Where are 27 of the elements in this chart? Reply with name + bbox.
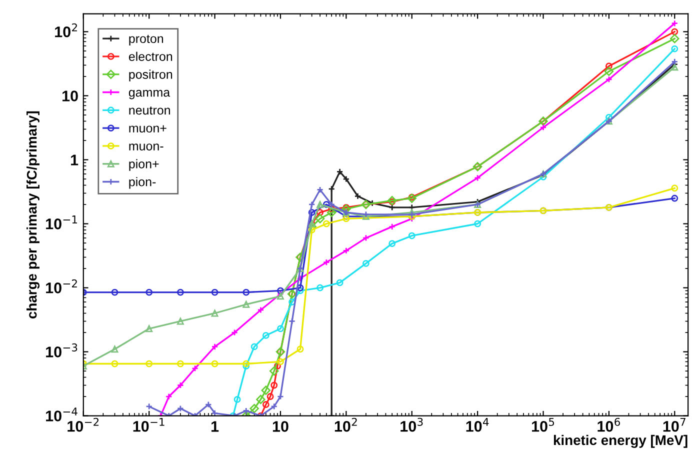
y-tick-label: 10 xyxy=(62,90,78,102)
x-tick-label: 10$^{7}$ xyxy=(663,418,686,432)
x-tick-label: 10 xyxy=(272,421,288,432)
y-tick-label: 10$^{−1}$ xyxy=(46,216,77,230)
legend-label: proton xyxy=(129,34,164,46)
legend-label: electron xyxy=(128,52,172,61)
x-tick-label: 10$^{2}$ xyxy=(334,418,357,432)
x-tick-label: 10$^{6}$ xyxy=(598,418,620,432)
x-axis-title: kinetic energy [MeV] xyxy=(554,434,688,448)
legend-label: gamma xyxy=(128,90,170,100)
legend-label: pion+ xyxy=(129,159,159,171)
y-tick-label: 10$^{−2}$ xyxy=(46,279,77,294)
x-tick-label: 10$^{3}$ xyxy=(400,418,423,432)
x-tick-label: 1 xyxy=(212,421,219,432)
legend-label: positron xyxy=(129,70,172,82)
y-axis-title: charge per primary [fC/primary] xyxy=(26,111,40,318)
y-tick-label: 10$^{2}$ xyxy=(55,23,77,38)
y-tick-label: 10$^{−4}$ xyxy=(46,408,78,422)
legend-label: muon+ xyxy=(129,125,166,133)
legend-label: neutron xyxy=(129,106,170,115)
x-tick-label: 10$^{−1}$ xyxy=(133,418,164,432)
y-tick-label: 10$^{−3}$ xyxy=(46,343,78,358)
legend-label: pion- xyxy=(129,177,156,189)
y-tick-label: 1 xyxy=(71,154,78,166)
x-tick-label: 10$^{5}$ xyxy=(532,418,554,432)
legend-label: muon- xyxy=(129,144,164,150)
x-tick-label: 10$^{4}$ xyxy=(466,418,489,432)
